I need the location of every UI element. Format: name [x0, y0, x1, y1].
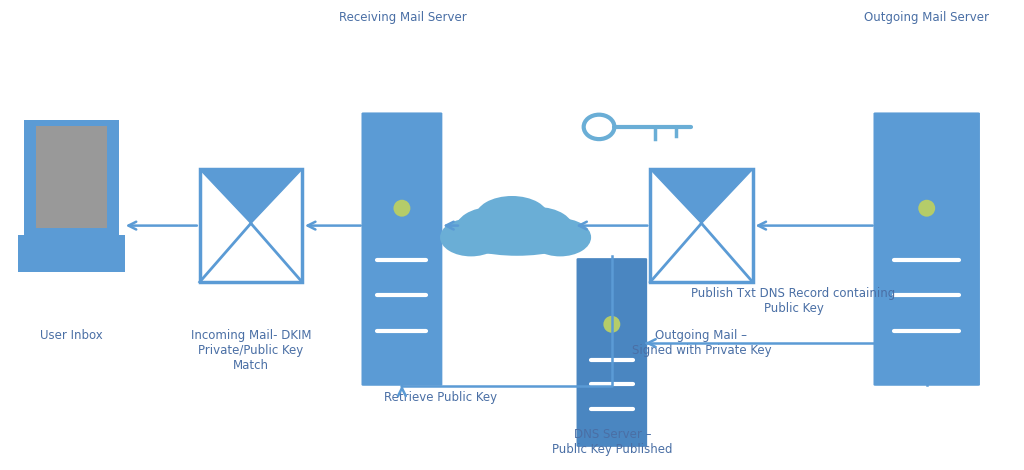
Text: User Inbox: User Inbox [40, 329, 103, 342]
FancyBboxPatch shape [872, 111, 981, 387]
FancyBboxPatch shape [360, 111, 443, 387]
Text: Incoming Mail- DKIM
Private/Public Key
Match: Incoming Mail- DKIM Private/Public Key M… [190, 329, 311, 372]
Ellipse shape [440, 218, 502, 257]
Bar [37, 126, 108, 228]
Ellipse shape [461, 224, 573, 256]
Ellipse shape [529, 218, 591, 257]
FancyBboxPatch shape [18, 235, 126, 272]
Ellipse shape [455, 207, 528, 254]
Text: Outgoing Mail –
Signed with Private Key: Outgoing Mail – Signed with Private Key [632, 329, 771, 357]
Bar [200, 169, 302, 282]
Ellipse shape [393, 200, 411, 217]
Text: Outgoing Mail Server: Outgoing Mail Server [864, 10, 989, 24]
Text: Retrieve Public Key: Retrieve Public Key [384, 391, 497, 404]
Text: Publish Txt DNS Record containing
Public Key: Publish Txt DNS Record containing Public… [691, 287, 896, 315]
Polygon shape [200, 169, 302, 223]
Ellipse shape [603, 316, 621, 333]
Bar [650, 169, 753, 282]
Text: Receiving Mail Server: Receiving Mail Server [339, 10, 466, 24]
Polygon shape [650, 169, 753, 223]
Ellipse shape [475, 196, 549, 238]
FancyBboxPatch shape [25, 120, 119, 237]
Text: DNS Server –
Public Key Published: DNS Server – Public Key Published [552, 428, 673, 456]
Ellipse shape [501, 207, 574, 254]
Ellipse shape [919, 200, 935, 217]
FancyBboxPatch shape [575, 257, 648, 448]
